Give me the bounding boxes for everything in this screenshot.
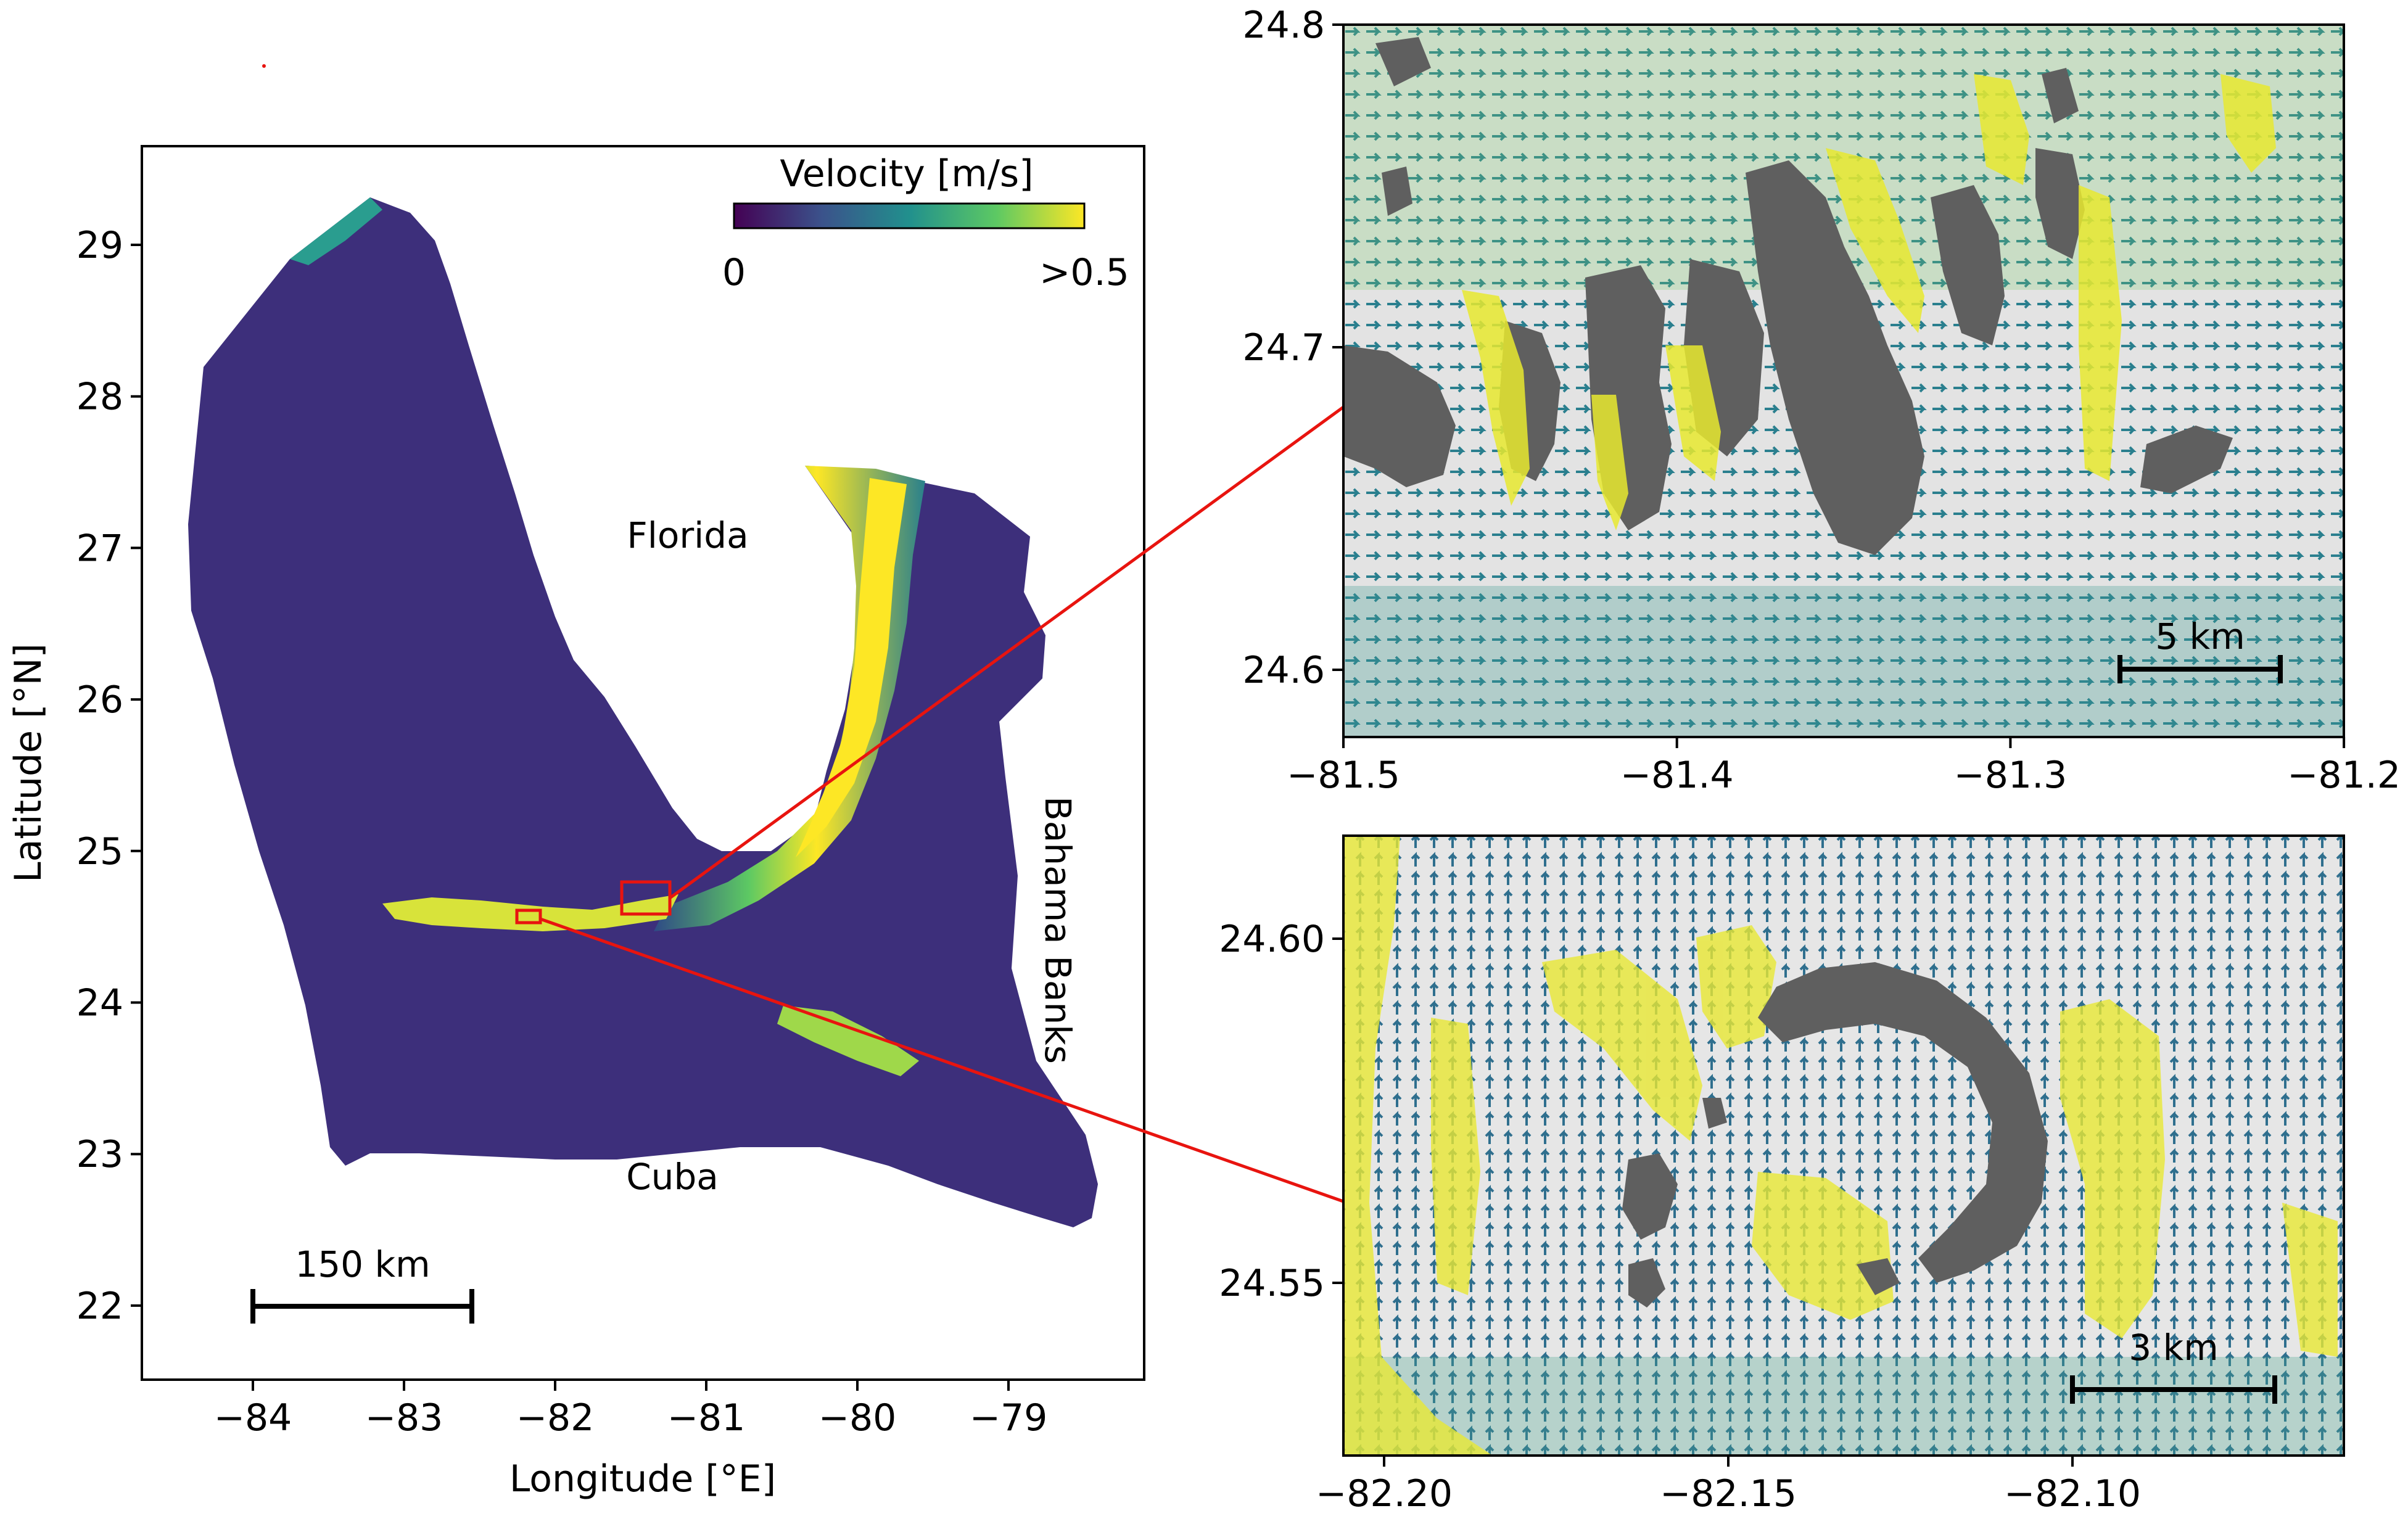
overview-x-tick-label: −83 [365,1396,443,1440]
inset-bottom-field [1343,836,2344,1456]
inset-top-islands [1343,37,2233,555]
overview-y-tick-label: 25 [76,830,123,873]
inset-bottom-islands [1622,962,2048,1308]
zoom-line-1 [669,405,1345,900]
zoom-box-bottom [515,908,542,925]
florida-current [654,466,925,931]
overview-y-tick-label: 26 [76,678,123,722]
inset-bottom-x-tick-label: −82.15 [1660,1472,1797,1515]
colorbar-max: >0.5 [1039,251,1129,294]
northwest-shelf [290,197,382,265]
place-cuba: Cuba [626,1156,719,1198]
overview-y-tick-label: 23 [76,1133,123,1176]
inset-top-y-tick-label: 24.8 [1242,4,1325,47]
scale-bar-label: 150 km [295,1243,430,1285]
inset-bottom-y-tick-label: 24.60 [1219,918,1325,961]
inset-top-frame [1342,23,2345,738]
inset-top-y-ticks: 24.8 24.7 24.6 [1242,4,1343,692]
inset-top-x-tick-label: −81.5 [1287,754,1400,797]
velocity-field [188,197,1098,1227]
overview-x-tick-label: −80 [818,1396,897,1440]
inset-bottom-y-ticks: 24.60 24.55 [1219,918,1343,1305]
inset-top-x-tick-label: −81.2 [2287,754,2401,797]
inset-bottom: 3 km −82.20 −82.15 −82.10 24.60 24.55 [1219,834,2345,1515]
florida-current-core [796,478,907,857]
keys-strip [382,894,678,931]
place-bahama-banks: Bahama Banks [1037,796,1079,1064]
overview-x-ticks: −84 −83 −82 −81 −80 −79 [214,1380,1048,1440]
colorbar [733,202,1086,229]
inset-bottom-jets [1343,836,2338,1456]
inset-bottom-x-tick-label: −82.10 [2004,1472,2141,1515]
colorbar-min: 0 [722,251,746,294]
inset-top-x-ticks: −81.5 −81.4 −81.3 −81.2 [1287,737,2401,797]
overview-x-tick-label: −79 [970,1396,1048,1440]
inset-bottom-frame [1342,834,2345,1457]
inset-bottom-y-tick-label: 24.55 [1219,1262,1325,1305]
overview-x-tick-label: −82 [516,1396,595,1440]
overview-x-tick-label: −84 [214,1396,292,1440]
overview-y-tick-label: 27 [76,527,123,570]
overview-x-tick-label: −81 [667,1396,746,1440]
inset-top-jets [1462,74,2276,530]
inset-top: 5 km −81.5 −81.4 −81.3 −81.2 24.8 24.7 24.6 [1242,4,2401,797]
colorbar-title: Velocity [m/s] [780,152,1033,196]
overview-y-tick-label: 24 [76,982,123,1025]
stray-marker [262,64,266,68]
cuba-band [777,1005,919,1076]
place-florida: Florida [627,514,748,556]
zoom-line-2 [540,917,1344,1203]
inset-top-x-tick-label: −81.3 [1953,754,2067,797]
overview-y-tick-label: 22 [76,1285,123,1328]
inset-bottom-x-ticks: −82.20 −82.15 −82.10 [1316,1456,2141,1515]
inset-bottom-scale-bar-label: 3 km [2129,1327,2218,1369]
inset-top-y-tick-label: 24.6 [1242,649,1325,692]
overview-map: Florida Bahama Banks Cuba Velocity [m/s]… [7,64,1345,1501]
overview-y-tick-label: 29 [76,224,123,267]
overview-y-label: Latitude [°N] [7,643,50,883]
overview-y-ticks: 29 28 27 26 25 24 23 22 [76,224,142,1328]
inset-bottom-x-tick-label: −82.20 [1316,1472,1453,1515]
inset-top-x-tick-label: −81.4 [1620,754,1734,797]
inset-top-scale-bar-label: 5 km [2155,616,2245,657]
overview-x-label: Longitude [°E] [509,1457,776,1501]
overview-y-tick-label: 28 [76,376,123,419]
inset-top-y-tick-label: 24.7 [1242,326,1325,369]
